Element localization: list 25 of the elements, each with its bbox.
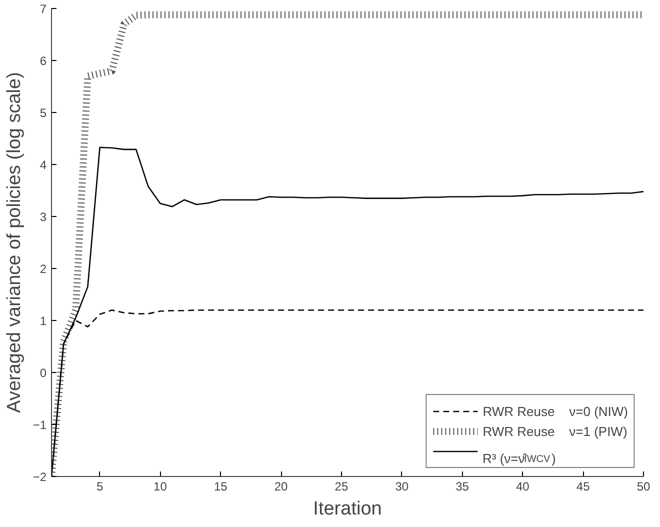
x-axis-title: Iteration bbox=[313, 498, 382, 520]
y-tick-label: −1 bbox=[32, 418, 47, 432]
x-tick-label: 30 bbox=[395, 480, 409, 494]
x-tick-label: 10 bbox=[154, 480, 168, 494]
x-tick-label: 35 bbox=[456, 480, 470, 494]
legend-label: RWR Reuse ν=0 (NIW) bbox=[482, 404, 628, 418]
y-tick-label: 7 bbox=[40, 2, 47, 16]
y-tick-label: −2 bbox=[32, 470, 47, 484]
x-tick-label: 15 bbox=[214, 480, 228, 494]
y-tick-label: 1 bbox=[40, 314, 47, 328]
legend-label: RWR Reuse ν=1 (PIW) bbox=[482, 424, 628, 438]
x-tick-label: 50 bbox=[636, 480, 650, 494]
y-tick-label: 5 bbox=[40, 106, 47, 120]
y-tick-label: 4 bbox=[40, 158, 47, 172]
y-tick-label: 3 bbox=[40, 210, 47, 224]
x-tick-label: 40 bbox=[516, 480, 530, 494]
x-tick-label: 45 bbox=[576, 480, 590, 494]
x-tick-label: 20 bbox=[274, 480, 288, 494]
y-tick-label: 2 bbox=[40, 262, 47, 276]
y-tick-label: 0 bbox=[40, 366, 47, 380]
x-tick-label: 25 bbox=[334, 480, 348, 494]
legend-label: R³ (ν=ν̂IWCV) bbox=[482, 451, 556, 466]
y-axis-title: Averaged variance of policies (log scale) bbox=[4, 72, 25, 413]
y-tick-label: 6 bbox=[40, 54, 47, 68]
x-tick-label: 5 bbox=[96, 480, 104, 494]
